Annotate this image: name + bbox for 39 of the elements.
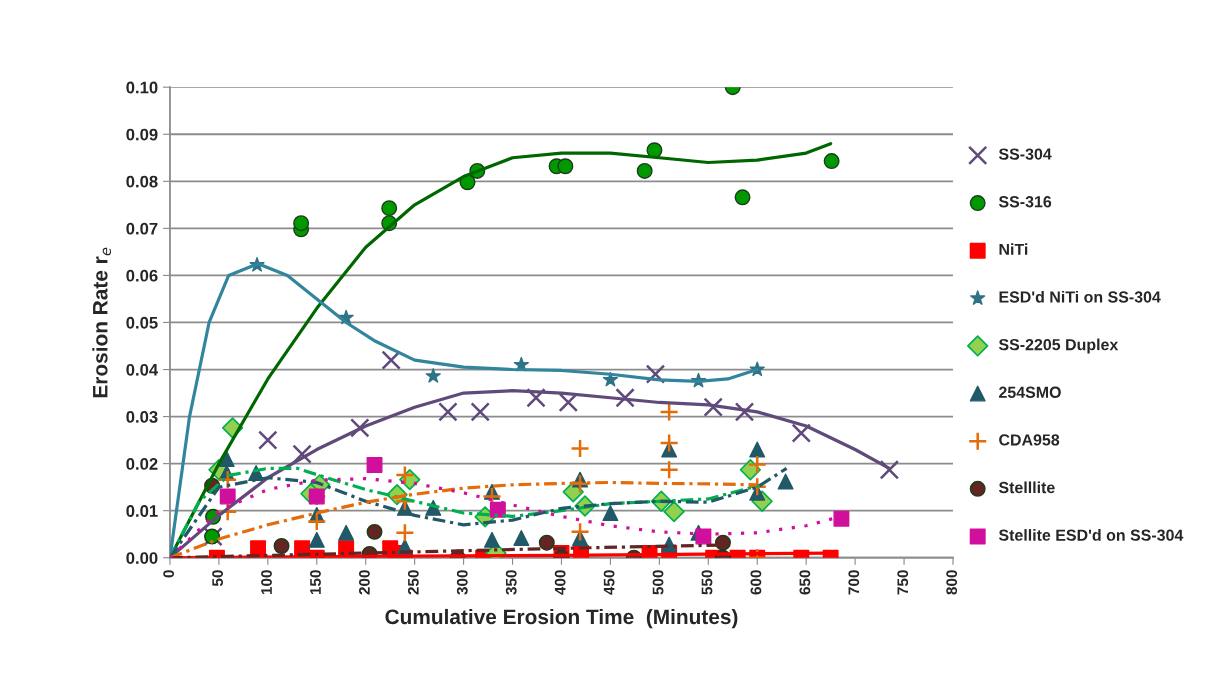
x-tick-label: 250 bbox=[407, 570, 419, 595]
legend-label: 254SMO bbox=[999, 386, 1061, 398]
legend-label: ESD'd NiTi on SS-304 bbox=[999, 290, 1161, 303]
x-tick-label: 600 bbox=[750, 570, 762, 595]
x-tick-label: 500 bbox=[652, 570, 664, 595]
x-tick-label: 300 bbox=[456, 570, 468, 595]
x-tick-label: 0 bbox=[163, 570, 175, 578]
legend-label: SS-2205 Duplex bbox=[998, 338, 1119, 354]
y-tick-label: 0.10 bbox=[126, 81, 158, 94]
legend-label: SS-316 bbox=[998, 196, 1052, 208]
y-tick-label: 0.01 bbox=[126, 505, 158, 517]
x-axis-title: Cumulative Erosion Time (Minutes) bbox=[385, 608, 738, 629]
y-tick-label: 0.00 bbox=[126, 552, 158, 564]
y-tick-label: 0.06 bbox=[126, 269, 158, 282]
x-tick-label: 550 bbox=[701, 570, 713, 595]
y-tick-label: 0.09 bbox=[126, 128, 158, 141]
x-tick-label: 400 bbox=[554, 570, 566, 595]
y-tick-label: 0.03 bbox=[126, 410, 158, 423]
x-tick-label: 750 bbox=[897, 570, 909, 595]
x-tick-label: 650 bbox=[799, 570, 811, 595]
legend-label: SS-304 bbox=[998, 148, 1052, 160]
y-tick-label: 0.07 bbox=[126, 222, 158, 235]
legend-label: Stelllite bbox=[998, 481, 1055, 494]
y-axis-title: Erosion Rate r$_{e}$ bbox=[92, 247, 112, 398]
y-tick-label: 0.05 bbox=[126, 316, 158, 329]
x-tick-label: 200 bbox=[359, 570, 370, 595]
y-tick-label: 0.08 bbox=[126, 175, 158, 188]
x-tick-label: 50 bbox=[212, 570, 223, 587]
x-tick-label: 800 bbox=[946, 570, 958, 595]
y-tick-label: 0.04 bbox=[126, 363, 159, 376]
x-tick-label: 100 bbox=[261, 570, 272, 595]
x-tick-label: 700 bbox=[848, 570, 860, 595]
y-tick-label: 0.02 bbox=[126, 458, 158, 470]
legend-label: Stellite ESD'd on SS-304 bbox=[998, 529, 1184, 541]
x-tick-label: 450 bbox=[603, 570, 615, 595]
x-tick-label: 350 bbox=[505, 570, 517, 595]
legend-label: NiTi bbox=[999, 243, 1028, 255]
x-tick-label: 150 bbox=[310, 570, 321, 595]
legend-label: CDA958 bbox=[999, 434, 1060, 446]
